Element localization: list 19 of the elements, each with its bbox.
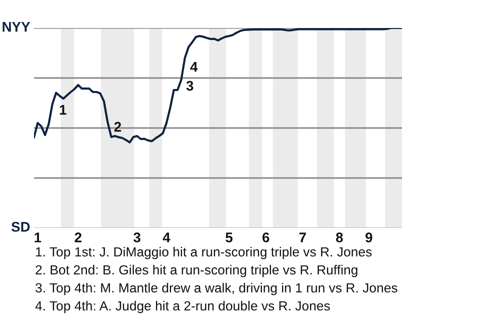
annotation: 2	[114, 122, 122, 132]
x-tick-label: 2	[74, 232, 82, 242]
x-tick-label: 5	[226, 232, 233, 242]
x-tick-label: 8	[336, 232, 343, 242]
x-tick-label: 1	[34, 232, 42, 242]
text: 1. Top 1st: J. DiMaggio hit a run-scoring triple vs R. Jones	[36, 246, 372, 260]
x-tick-label: 4	[162, 232, 170, 242]
x-tick-label: 7	[299, 232, 306, 242]
annotation: 4	[190, 62, 198, 72]
annotation: 1	[60, 105, 66, 115]
x-tick-label: 9	[366, 232, 372, 242]
text: 4. Top 4th: A. Judge hit a 2-run double vs R. Jones	[35, 300, 330, 314]
text: 2. Bot 2nd: B. Giles hit a run-scoring triple vs R. Ruffing	[36, 264, 358, 278]
x-tick-label: 6	[262, 232, 270, 242]
x-tick-label: 3	[133, 232, 140, 242]
text: 3. Top 4th: M. Mantle drew a walk, driving in 1 run vs R. Jones	[36, 282, 398, 296]
annotation: 3	[186, 80, 194, 91]
text: NYY	[2, 22, 30, 32]
text: SD	[11, 222, 30, 232]
